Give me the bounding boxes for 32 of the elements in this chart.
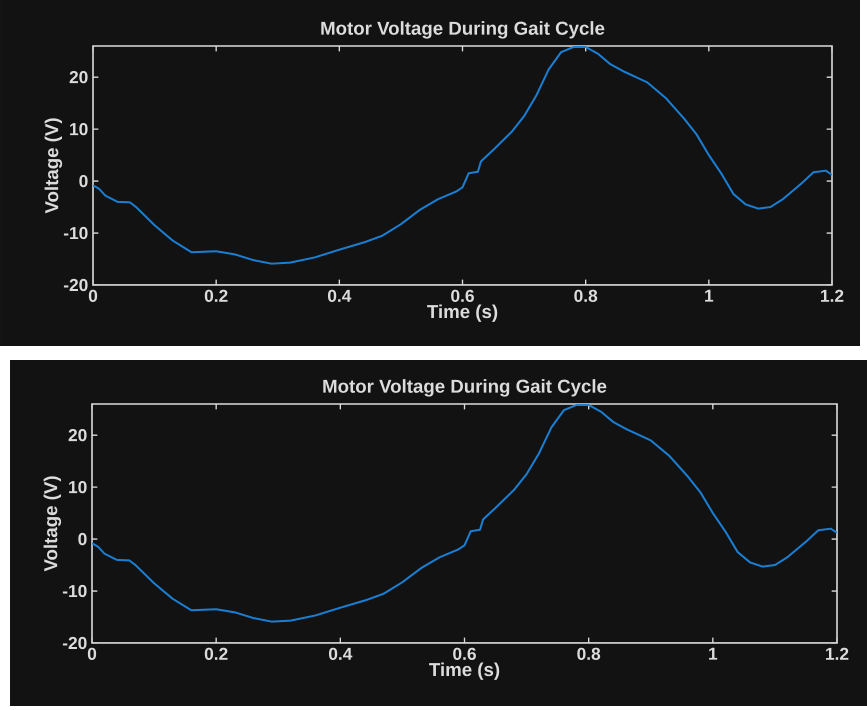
x-tick-label: 1.2 bbox=[821, 290, 844, 302]
x-axis-title: Time (s) bbox=[429, 662, 500, 680]
x-axis-title: Time (s) bbox=[427, 304, 498, 322]
y-tick-label: 0 bbox=[78, 532, 87, 546]
x-tick-label: 0.4 bbox=[328, 290, 352, 302]
y-tick-label: -20 bbox=[64, 278, 88, 292]
x-tick-label: 0.6 bbox=[451, 290, 474, 302]
x-tick-label: 0.4 bbox=[328, 648, 352, 660]
x-tick-label: 1 bbox=[709, 648, 718, 660]
chart-title: Motor Voltage During Gait Cycle bbox=[321, 21, 604, 39]
y-axis-title: Voltage (V) bbox=[44, 476, 62, 572]
y-tick-label: -10 bbox=[64, 226, 88, 240]
x-tick-label: 0.2 bbox=[204, 648, 228, 660]
x-tick-label: 0.8 bbox=[577, 648, 600, 660]
y-tick-label: 20 bbox=[70, 71, 88, 84]
x-tick-label: 0.2 bbox=[204, 290, 228, 302]
x-tick-label: 0 bbox=[88, 290, 98, 302]
y-tick-label: 20 bbox=[68, 429, 87, 442]
line-series bbox=[93, 46, 832, 265]
line-series bbox=[92, 404, 837, 623]
x-tick-label: 0.6 bbox=[453, 648, 476, 660]
chart-title: Motor Voltage During Gait Cycle bbox=[323, 379, 606, 397]
y-tick-label: -20 bbox=[62, 636, 87, 650]
x-tick-label: 1.2 bbox=[826, 648, 848, 660]
y-axis-title: Voltage (V) bbox=[44, 118, 62, 214]
x-tick-label: 0 bbox=[88, 648, 96, 660]
x-tick-label: 1 bbox=[705, 290, 714, 302]
y-tick-label: 10 bbox=[70, 122, 88, 136]
y-tick-label: -10 bbox=[62, 584, 87, 598]
y-tick-label: 0 bbox=[79, 174, 88, 188]
x-tick-label: 0.8 bbox=[574, 290, 598, 302]
y-tick-label: 10 bbox=[69, 480, 87, 494]
